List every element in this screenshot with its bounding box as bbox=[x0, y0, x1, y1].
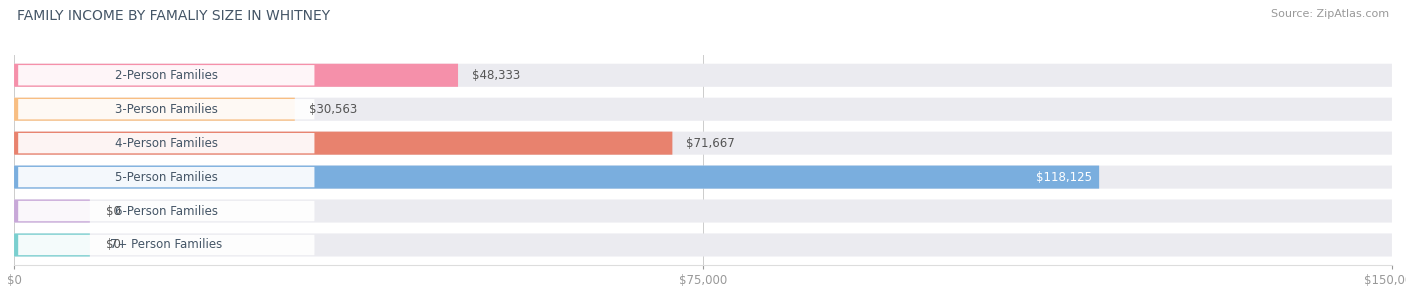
FancyBboxPatch shape bbox=[14, 64, 458, 87]
FancyBboxPatch shape bbox=[14, 166, 1392, 188]
Text: 3-Person Families: 3-Person Families bbox=[115, 103, 218, 116]
FancyBboxPatch shape bbox=[18, 133, 315, 153]
FancyBboxPatch shape bbox=[14, 233, 90, 257]
Text: $71,667: $71,667 bbox=[686, 137, 735, 150]
Text: 5-Person Families: 5-Person Families bbox=[115, 170, 218, 184]
Text: 2-Person Families: 2-Person Families bbox=[115, 69, 218, 82]
FancyBboxPatch shape bbox=[18, 201, 315, 221]
Text: $30,563: $30,563 bbox=[308, 103, 357, 116]
FancyBboxPatch shape bbox=[14, 199, 90, 223]
FancyBboxPatch shape bbox=[14, 98, 295, 121]
FancyBboxPatch shape bbox=[14, 233, 1392, 257]
Text: $0: $0 bbox=[107, 205, 121, 217]
FancyBboxPatch shape bbox=[14, 199, 1392, 223]
FancyBboxPatch shape bbox=[14, 132, 672, 155]
Text: $118,125: $118,125 bbox=[1036, 170, 1092, 184]
FancyBboxPatch shape bbox=[14, 132, 1392, 155]
Text: FAMILY INCOME BY FAMALIY SIZE IN WHITNEY: FAMILY INCOME BY FAMALIY SIZE IN WHITNEY bbox=[17, 9, 330, 23]
FancyBboxPatch shape bbox=[18, 167, 315, 187]
FancyBboxPatch shape bbox=[14, 64, 1392, 87]
FancyBboxPatch shape bbox=[14, 98, 1392, 121]
Text: $48,333: $48,333 bbox=[472, 69, 520, 82]
Text: 4-Person Families: 4-Person Families bbox=[115, 137, 218, 150]
FancyBboxPatch shape bbox=[14, 166, 1099, 188]
Text: $0: $0 bbox=[107, 239, 121, 252]
FancyBboxPatch shape bbox=[18, 235, 315, 255]
Text: 7+ Person Families: 7+ Person Families bbox=[110, 239, 222, 252]
Text: 6-Person Families: 6-Person Families bbox=[115, 205, 218, 217]
FancyBboxPatch shape bbox=[18, 99, 315, 119]
FancyBboxPatch shape bbox=[18, 65, 315, 85]
Text: Source: ZipAtlas.com: Source: ZipAtlas.com bbox=[1271, 9, 1389, 19]
